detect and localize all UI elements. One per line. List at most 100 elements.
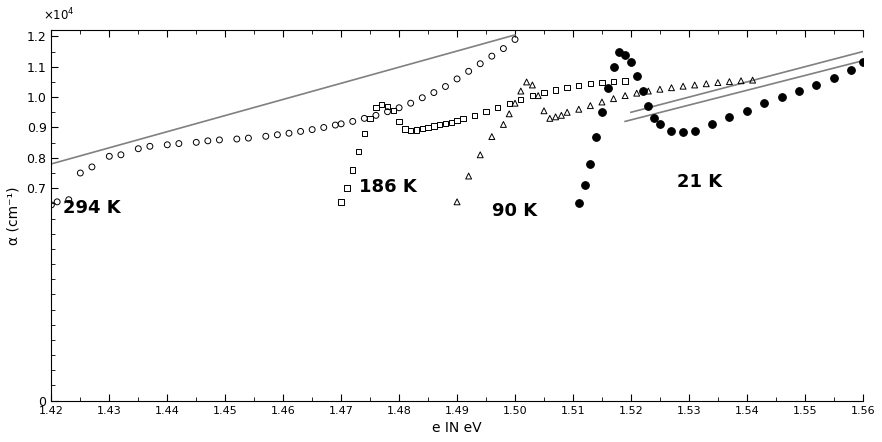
- Point: [653, 121, 667, 128]
- Point: [438, 120, 452, 127]
- Point: [618, 92, 632, 99]
- Point: [740, 107, 754, 114]
- Point: [213, 137, 227, 144]
- Point: [502, 110, 516, 118]
- Point: [409, 126, 423, 133]
- Point: [734, 77, 748, 84]
- Point: [351, 148, 365, 155]
- Point: [398, 126, 412, 133]
- Point: [594, 109, 609, 116]
- Point: [578, 182, 592, 189]
- Point: [392, 104, 406, 111]
- Point: [490, 104, 505, 111]
- Point: [44, 202, 58, 209]
- Point: [485, 133, 499, 140]
- Point: [560, 109, 574, 116]
- Point: [328, 122, 342, 129]
- Point: [456, 115, 470, 122]
- Point: [73, 169, 87, 176]
- Point: [618, 77, 632, 84]
- Point: [427, 89, 441, 96]
- Point: [415, 94, 430, 101]
- Point: [688, 127, 702, 134]
- Point: [844, 66, 858, 73]
- Point: [594, 79, 609, 86]
- Point: [688, 81, 702, 88]
- Point: [172, 140, 186, 147]
- Point: [485, 53, 499, 60]
- Point: [537, 107, 551, 114]
- Point: [699, 80, 714, 88]
- Point: [161, 141, 175, 149]
- Point: [473, 60, 487, 67]
- Y-axis label: α (cm⁻¹): α (cm⁻¹): [7, 186, 21, 245]
- Point: [572, 82, 586, 89]
- Point: [380, 108, 394, 115]
- Point: [369, 104, 383, 111]
- Point: [346, 118, 360, 125]
- Text: 90 K: 90 K: [492, 202, 537, 220]
- Point: [334, 198, 348, 206]
- Point: [346, 167, 360, 174]
- Point: [711, 79, 725, 86]
- Point: [380, 103, 394, 110]
- Point: [856, 59, 870, 66]
- Point: [810, 81, 824, 88]
- Point: [508, 99, 522, 107]
- Point: [190, 139, 204, 146]
- X-axis label: e IN eV: e IN eV: [432, 421, 482, 435]
- Point: [114, 151, 128, 158]
- Point: [479, 108, 493, 115]
- Point: [305, 126, 319, 133]
- Point: [757, 99, 771, 107]
- Point: [334, 120, 348, 127]
- Point: [664, 84, 678, 91]
- Point: [676, 129, 690, 136]
- Point: [624, 59, 638, 66]
- Point: [542, 115, 557, 122]
- Point: [461, 172, 475, 179]
- Point: [143, 143, 157, 150]
- Point: [641, 88, 655, 95]
- Point: [450, 198, 464, 206]
- Point: [450, 117, 464, 124]
- Point: [282, 130, 296, 137]
- Point: [607, 63, 621, 70]
- Point: [404, 127, 418, 134]
- Point: [601, 84, 615, 91]
- Point: [404, 99, 418, 107]
- Point: [526, 92, 540, 99]
- Point: [774, 94, 789, 101]
- Point: [653, 86, 667, 93]
- Point: [549, 86, 563, 93]
- Point: [589, 133, 603, 140]
- Point: [583, 102, 597, 109]
- Point: [102, 153, 116, 160]
- Point: [270, 131, 284, 138]
- Point: [572, 106, 586, 113]
- Point: [531, 92, 545, 99]
- Point: [340, 185, 354, 192]
- Point: [438, 83, 452, 90]
- Text: 186 K: 186 K: [358, 178, 416, 196]
- Point: [427, 122, 441, 130]
- Point: [676, 83, 690, 90]
- Text: $\times10^4$: $\times10^4$: [43, 6, 75, 23]
- Point: [554, 112, 568, 119]
- Point: [612, 48, 626, 55]
- Text: 294 K: 294 K: [63, 199, 121, 217]
- Point: [705, 121, 719, 128]
- Point: [450, 76, 464, 83]
- Point: [641, 103, 655, 110]
- Point: [722, 113, 736, 120]
- Point: [497, 45, 511, 52]
- Point: [572, 200, 586, 207]
- Point: [317, 124, 331, 131]
- Point: [497, 121, 511, 128]
- Point: [242, 134, 256, 141]
- Point: [131, 145, 146, 152]
- Point: [502, 99, 516, 107]
- Point: [375, 101, 389, 108]
- Point: [526, 81, 540, 88]
- Point: [369, 112, 383, 119]
